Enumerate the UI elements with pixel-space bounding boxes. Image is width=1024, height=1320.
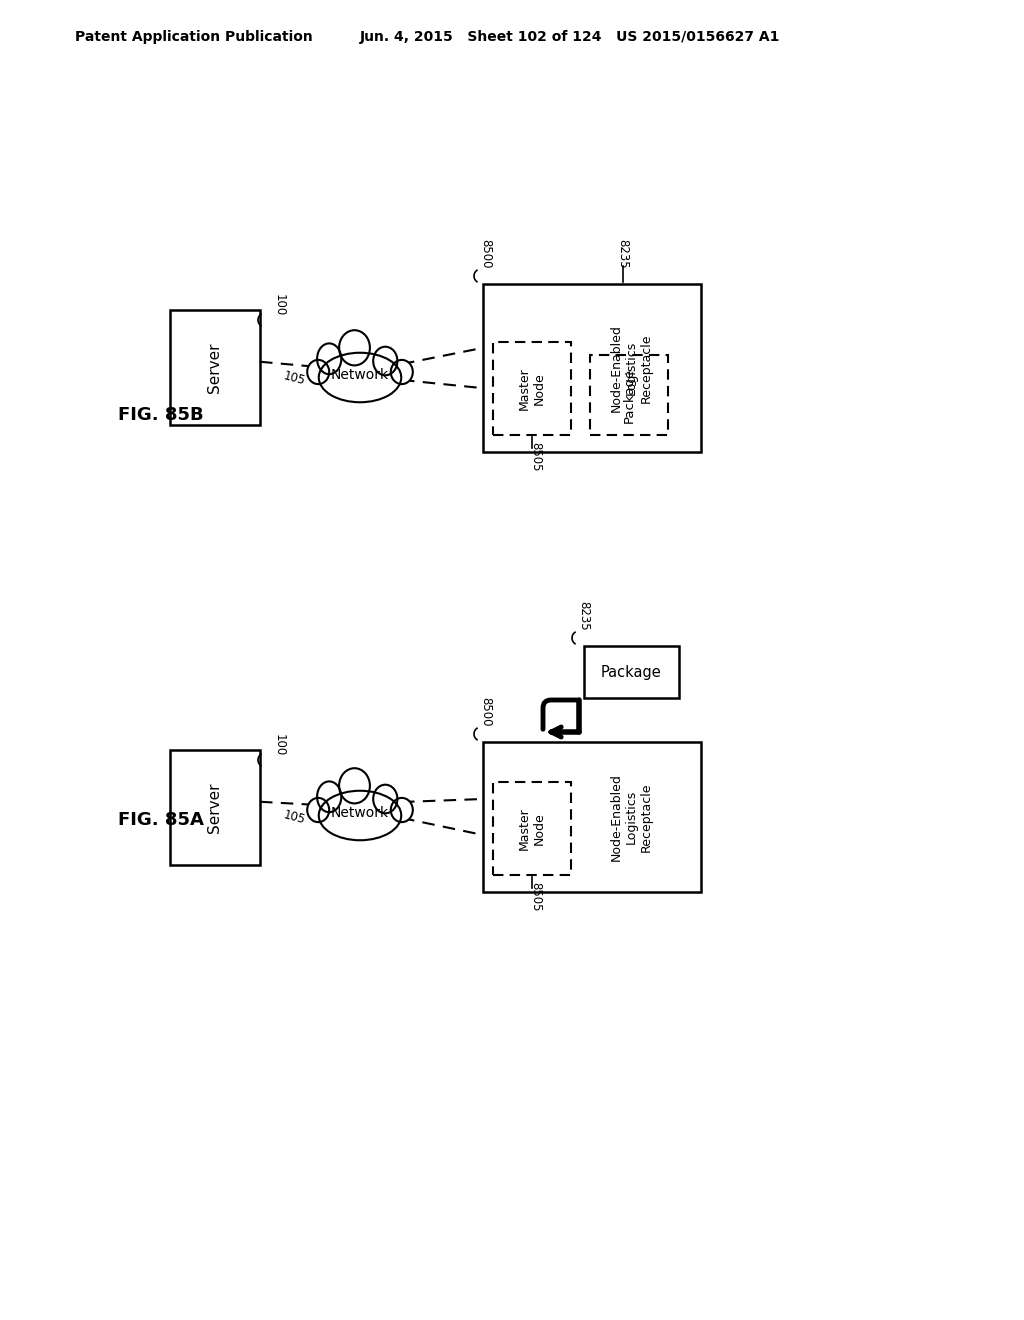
Bar [493,342,571,436]
Ellipse shape [391,360,413,384]
Text: 8235: 8235 [578,601,591,631]
Text: Jun. 4, 2015   Sheet 102 of 124   US 2015/0156627 A1: Jun. 4, 2015 Sheet 102 of 124 US 2015/01… [359,30,780,44]
Text: Master
Node: Master Node [518,807,546,850]
Text: FIG. 85B: FIG. 85B [118,407,204,424]
Text: 100: 100 [272,294,286,315]
Text: Node-Enabled
Logistics
Receptacle: Node-Enabled Logistics Receptacle [609,325,652,412]
Ellipse shape [373,347,397,375]
Text: 8235: 8235 [616,239,630,269]
Text: Package: Package [601,664,662,680]
Text: Network: Network [331,807,389,820]
Text: Patent Application Publication: Patent Application Publication [75,30,312,44]
Text: Node-Enabled
Logistics
Receptacle: Node-Enabled Logistics Receptacle [609,774,652,861]
Text: 8500: 8500 [479,697,493,727]
Text: 105: 105 [282,368,306,387]
Text: 8505: 8505 [529,442,543,471]
Text: Master
Node: Master Node [518,367,546,411]
Text: 105: 105 [282,808,306,826]
Text: Network: Network [331,368,389,381]
Text: 8505: 8505 [529,882,543,912]
Bar [483,742,701,892]
Text: Server: Server [208,783,222,833]
Bar [483,284,701,451]
Ellipse shape [318,791,401,841]
Text: 100: 100 [272,734,286,756]
Ellipse shape [373,784,397,813]
Text: Package: Package [623,367,636,422]
Bar [590,355,668,436]
Ellipse shape [317,781,341,812]
Text: FIG. 85A: FIG. 85A [118,810,204,829]
Ellipse shape [339,330,370,366]
Ellipse shape [318,352,401,403]
Bar [584,645,679,698]
Ellipse shape [307,360,329,384]
Bar [170,310,260,425]
Bar [493,781,571,875]
Text: Server: Server [208,342,222,393]
Ellipse shape [307,797,329,822]
Bar [170,750,260,865]
Ellipse shape [317,343,341,374]
Ellipse shape [339,768,370,804]
Ellipse shape [391,797,413,822]
Text: 8500: 8500 [479,239,493,269]
